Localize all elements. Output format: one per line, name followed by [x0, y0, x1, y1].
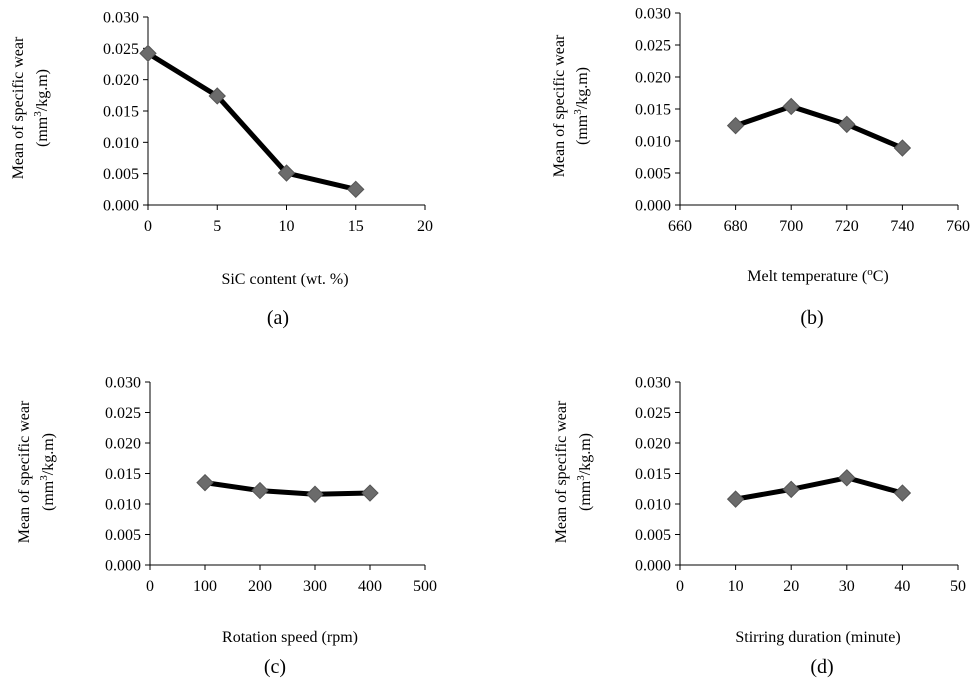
- data-point-marker: [306, 485, 324, 503]
- x-tick-label: 0: [676, 578, 684, 595]
- y-tick-label: 0.025: [635, 405, 671, 422]
- data-point-marker: [251, 481, 269, 500]
- data-point-marker: [347, 180, 365, 199]
- x-tick-label: 700: [779, 218, 803, 235]
- panel-label: (b): [800, 307, 823, 329]
- x-tick-label: 0: [146, 578, 154, 595]
- y-tick-label: 0.030: [635, 375, 671, 392]
- x-axis-label: Stirring duration (minute): [735, 629, 900, 646]
- chart-panel-b: 0.000 0.005 0.010 0.015 0.020 0.025 0.030 660 68…: [551, 6, 970, 330]
- y-tick-label: 0.030: [103, 10, 139, 27]
- x-tick-label: 20: [417, 218, 433, 235]
- data-point-marker: [361, 484, 379, 502]
- x-tick-label: 15: [348, 218, 364, 235]
- y-tick-label: 0.000: [635, 198, 671, 215]
- x-tick-label: 0: [144, 218, 152, 235]
- x-tick-label: 5: [213, 218, 221, 235]
- y-tick-label: 0.025: [103, 41, 139, 58]
- x-tick-label: 760: [946, 218, 970, 235]
- series-line: [145, 50, 359, 192]
- x-tick-label: 30: [839, 578, 855, 595]
- y-tick-label: 0.015: [103, 104, 139, 121]
- data-point-marker: [893, 484, 912, 502]
- data-point-marker: [139, 44, 157, 63]
- y-tick-label: 0.010: [635, 497, 671, 514]
- x-axis-label: SiC content (wt. %): [221, 271, 348, 288]
- y-axis-label: Mean of specific wear: [553, 400, 570, 543]
- y-tick-label: 0.010: [635, 134, 671, 151]
- x-axis-label: Rotation speed (rpm): [222, 629, 358, 646]
- y-tick-label: 0.025: [105, 405, 141, 422]
- y-axis-label: Mean of specific wear: [551, 34, 568, 177]
- y-tick-label: 0.010: [103, 135, 139, 152]
- y-axis-unit-label: (mm3/kg.m): [38, 433, 57, 511]
- x-axis-label: Melt temperature (oC): [747, 266, 888, 285]
- chart-panel-a: 0.000 0.005 0.010 0.015 0.020 0.025 0.030 0 5 10 1…: [10, 10, 433, 330]
- x-tick-label: 720: [835, 218, 859, 235]
- x-tick-label: 100: [193, 578, 217, 595]
- data-point-marker: [838, 115, 856, 134]
- data-point-marker: [838, 469, 856, 487]
- data-point-marker: [277, 164, 296, 182]
- x-tick-label: 50: [950, 578, 966, 595]
- y-tick-label: 0.005: [635, 166, 671, 183]
- chart-panel-c: 0.000 0.005 0.010 0.015 0.020 0.025 0.030 0 100 2…: [16, 375, 437, 679]
- y-axis-label: Mean of specific wear: [10, 36, 27, 179]
- panel-label: (a): [267, 307, 289, 329]
- x-tick-label: 200: [248, 578, 272, 595]
- y-tick-label: 0.015: [105, 466, 141, 483]
- x-tick-label: 20: [783, 578, 799, 595]
- x-tick-label: 660: [668, 218, 692, 235]
- data-point-marker: [782, 480, 800, 499]
- y-tick-label: 0.015: [635, 466, 671, 483]
- x-tick-label: 10: [728, 578, 744, 595]
- y-tick-label: 0.020: [103, 72, 139, 89]
- data-point-marker: [726, 116, 745, 135]
- y-tick-label: 0.005: [635, 527, 671, 544]
- series-line: [202, 480, 373, 497]
- y-tick-label: 0.005: [103, 166, 139, 183]
- y-tick-label: 0.020: [105, 436, 141, 453]
- panel-label: (c): [264, 656, 286, 678]
- y-tick-label: 0.000: [635, 558, 671, 575]
- x-tick-label: 400: [358, 578, 382, 595]
- x-tick-label: 680: [724, 218, 748, 235]
- y-axis-unit-label: (mm3/kg.m): [572, 67, 591, 145]
- x-tick-label: 40: [894, 578, 910, 595]
- y-tick-label: 0.020: [635, 436, 671, 453]
- y-tick-label: 0.025: [635, 38, 671, 55]
- y-tick-label: 0.015: [635, 102, 671, 119]
- y-tick-label: 0.030: [105, 375, 141, 392]
- y-tick-label: 0.000: [105, 558, 141, 575]
- data-point-marker: [208, 87, 226, 105]
- series-line: [733, 103, 905, 151]
- y-tick-label: 0.005: [105, 527, 141, 544]
- data-point-marker: [782, 97, 800, 116]
- x-tick-label: 300: [303, 578, 327, 595]
- y-axis-unit-label: (mm3/kg.m): [575, 433, 594, 511]
- data-point-marker: [893, 139, 912, 157]
- data-point-marker: [726, 490, 745, 508]
- y-tick-label: 0.010: [105, 497, 141, 514]
- x-tick-label: 500: [413, 578, 437, 595]
- chart-panel-d: 0.000 0.005 0.010 0.015 0.020 0.025 0.030 0 10 20…: [553, 375, 966, 679]
- data-point-marker: [196, 473, 214, 492]
- series-line: [733, 475, 905, 502]
- x-tick-label: 740: [890, 218, 914, 235]
- y-tick-label: 0.030: [635, 6, 671, 23]
- x-tick-label: 10: [279, 218, 295, 235]
- y-axis-label: Mean of specific wear: [16, 400, 33, 543]
- y-tick-label: 0.020: [635, 70, 671, 87]
- y-axis-unit-label: (mm3/kg.m): [32, 69, 51, 147]
- y-tick-label: 0.000: [103, 198, 139, 215]
- panel-label: (d): [810, 656, 833, 678]
